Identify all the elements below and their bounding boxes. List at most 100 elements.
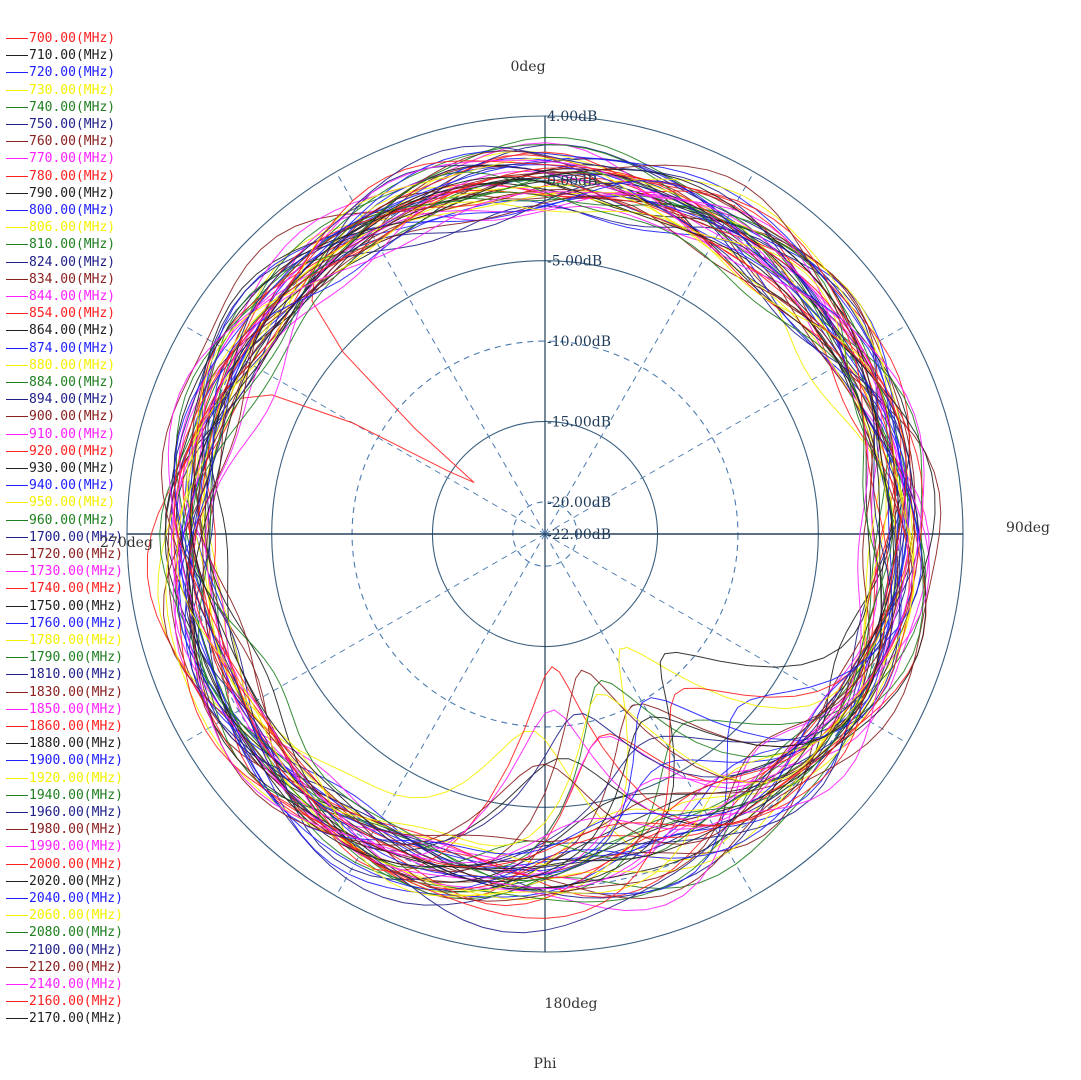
legend-swatch	[6, 622, 28, 624]
legend-swatch	[6, 674, 28, 676]
legend-swatch	[6, 949, 28, 951]
legend-item: 1810.00(MHz)	[6, 666, 123, 683]
legend-label: 2000.00(MHz)	[29, 856, 123, 872]
angle-label-right: 90deg	[1006, 520, 1050, 536]
legend-item: 1740.00(MHz)	[6, 580, 123, 597]
radial-tick-label: -15.00dB	[547, 414, 611, 430]
grid-spoke	[544, 171, 755, 535]
grid-spoke	[544, 533, 755, 897]
legend-swatch	[6, 433, 28, 435]
legend-item: 1980.00(MHz)	[6, 821, 123, 838]
legend-swatch	[6, 846, 28, 848]
legend-item: 894.00(MHz)	[6, 391, 115, 408]
radial-tick-label: 4.00dB	[547, 109, 597, 125]
legend-label: 810.00(MHz)	[29, 237, 116, 253]
trace-series	[167, 159, 909, 890]
trace-series	[184, 179, 889, 900]
legend-swatch	[6, 106, 28, 108]
legend-swatch	[6, 743, 28, 745]
legend-label: 834.00(MHz)	[29, 271, 116, 287]
legend-label: 1780.00(MHz)	[29, 633, 123, 648]
angle-label-left: 270deg	[100, 535, 153, 551]
legend-swatch	[6, 485, 28, 487]
legend-label: 1750.00(MHz)	[29, 598, 123, 614]
legend-swatch	[6, 915, 28, 917]
legend-swatch	[6, 416, 28, 418]
legend-swatch	[6, 38, 28, 39]
legend-item: 760.00(MHz)	[6, 133, 115, 150]
legend-swatch	[6, 863, 28, 865]
trace-series	[180, 150, 893, 891]
legend-item: 2170.00(MHz)	[6, 1010, 123, 1027]
trace-series	[164, 182, 927, 889]
legend-item: 1940.00(MHz)	[6, 787, 123, 804]
legend-swatch	[6, 192, 28, 194]
legend-swatch	[6, 278, 28, 280]
legend-swatch	[6, 794, 28, 796]
legend-item: 1730.00(MHz)	[6, 563, 123, 580]
legend-swatch	[6, 313, 28, 315]
legend-item: 800.00(MHz)	[6, 202, 115, 219]
legend-item: 1720.00(MHz)	[6, 546, 123, 563]
legend-swatch	[6, 210, 28, 211]
legend-swatch	[6, 708, 28, 710]
legend-swatch	[6, 640, 28, 641]
legend-label: 960.00(MHz)	[29, 512, 116, 528]
legend-item: 874.00(MHz)	[6, 340, 115, 357]
trace-series	[177, 180, 922, 855]
grid-spoke	[182, 324, 546, 535]
legend-item: 880.00(MHz)	[6, 357, 115, 374]
legend-label: 940.00(MHz)	[29, 478, 116, 494]
legend-swatch	[6, 330, 28, 332]
legend-item: 750.00(MHz)	[6, 116, 115, 133]
legend-item: 884.00(MHz)	[6, 374, 115, 391]
legend-label: 1830.00(MHz)	[29, 684, 123, 700]
legend-item: 1920.00(MHz)	[6, 770, 123, 787]
legend-item: 2140.00(MHz)	[6, 976, 123, 993]
grid-spoke	[335, 533, 546, 897]
legend-label: 720.00(MHz)	[29, 65, 116, 81]
trace-series	[173, 164, 910, 878]
legend-swatch	[6, 1001, 28, 1003]
legend-item: 2040.00(MHz)	[6, 890, 123, 907]
trace-series	[201, 177, 910, 898]
legend-swatch	[6, 657, 28, 659]
legend-label: 740.00(MHz)	[29, 99, 116, 115]
legend-label: 1790.00(MHz)	[29, 650, 123, 666]
legend-item: 1850.00(MHz)	[6, 701, 123, 718]
legend-label: 844.00(MHz)	[29, 289, 116, 304]
legend-swatch	[6, 175, 28, 177]
legend-item: 960.00(MHz)	[6, 512, 115, 529]
legend-item: 1880.00(MHz)	[6, 735, 123, 752]
legend-label: 2080.00(MHz)	[29, 925, 123, 941]
legend-label: 1740.00(MHz)	[29, 581, 123, 597]
legend-swatch	[6, 605, 28, 607]
legend-label: 2100.00(MHz)	[29, 942, 123, 958]
legend-item: 1900.00(MHz)	[6, 752, 123, 769]
legend-item: 2020.00(MHz)	[6, 873, 123, 890]
trace-series	[189, 182, 920, 845]
legend-item: 1960.00(MHz)	[6, 804, 123, 821]
legend-item: 730.00(MHz)	[6, 82, 115, 99]
trace-series	[159, 191, 924, 870]
legend-item: 780.00(MHz)	[6, 168, 115, 185]
legend-label: 910.00(MHz)	[29, 426, 116, 442]
legend-swatch	[6, 399, 28, 401]
legend-label: 1720.00(MHz)	[29, 547, 123, 562]
legend-swatch	[6, 55, 28, 57]
legend-swatch	[6, 296, 28, 297]
legend-label: 1880.00(MHz)	[29, 736, 123, 752]
legend-label: 1900.00(MHz)	[29, 753, 123, 769]
legend-item: 700.00(MHz)	[6, 30, 115, 47]
legend-swatch	[6, 468, 28, 469]
legend-item: 1750.00(MHz)	[6, 598, 123, 615]
legend-label: 930.00(MHz)	[29, 461, 116, 476]
legend-label: 1760.00(MHz)	[29, 615, 123, 631]
legend-item: 2080.00(MHz)	[6, 924, 123, 941]
legend-label: 894.00(MHz)	[29, 392, 116, 408]
legend-swatch	[6, 502, 28, 504]
legend-swatch	[6, 966, 28, 968]
legend-item: 2160.00(MHz)	[6, 993, 123, 1010]
legend-swatch	[6, 932, 28, 934]
legend-item: 950.00(MHz)	[6, 494, 115, 511]
